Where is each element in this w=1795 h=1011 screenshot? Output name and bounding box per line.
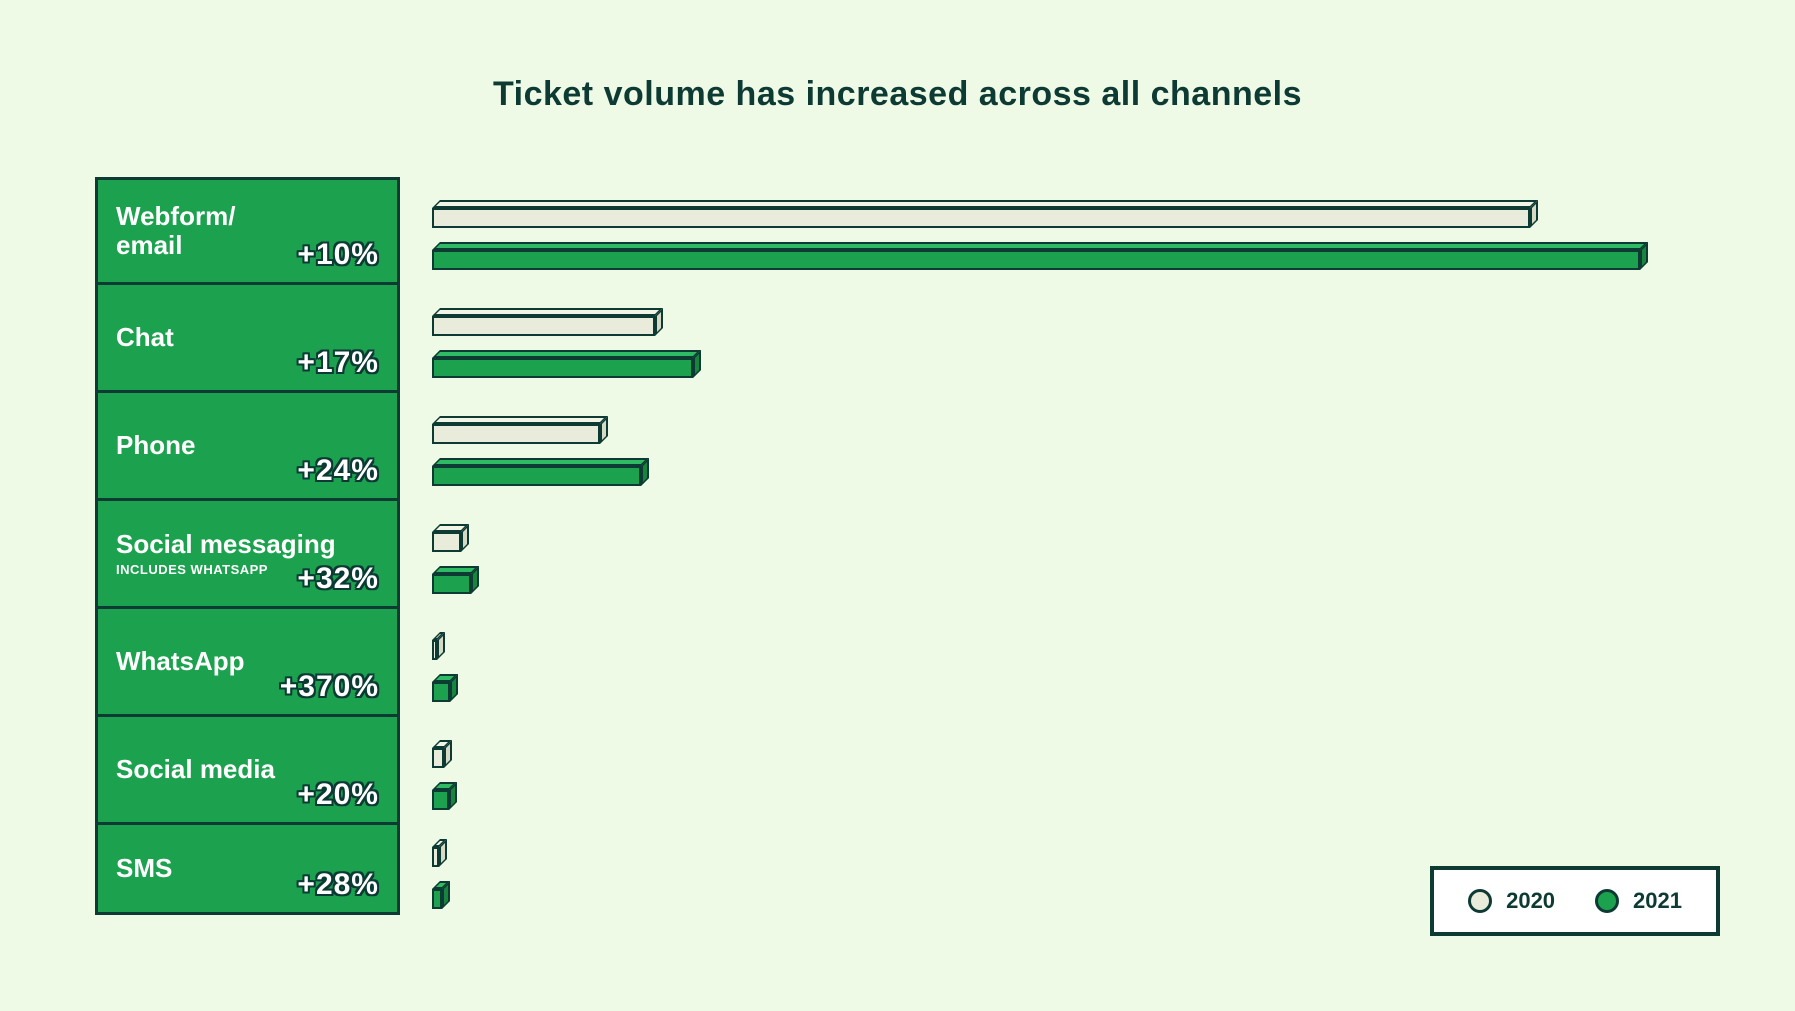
bar-2020 bbox=[432, 532, 461, 552]
bar-2021 bbox=[432, 358, 693, 378]
category-cell: Social media+20% bbox=[95, 717, 400, 825]
bar-row bbox=[432, 501, 1652, 609]
category-cell: Chat+17% bbox=[95, 285, 400, 393]
category-panel: Webform/email+10%Chat+17%Phone+24%Social… bbox=[95, 177, 400, 915]
legend-label-2021: 2021 bbox=[1633, 888, 1682, 914]
category-pct: +28% bbox=[297, 868, 379, 902]
bar-2020 bbox=[432, 748, 444, 768]
legend: 2020 2021 bbox=[1430, 866, 1720, 936]
category-pct: +32% bbox=[297, 562, 379, 596]
bar-row bbox=[432, 285, 1652, 393]
category-cell: SMS+28% bbox=[95, 825, 400, 915]
bar-2020 bbox=[432, 424, 600, 444]
bar-row bbox=[432, 393, 1652, 501]
bar-2021 bbox=[432, 682, 450, 702]
legend-item-2020: 2020 bbox=[1468, 888, 1555, 914]
bar-2020 bbox=[432, 208, 1530, 228]
bar-row bbox=[432, 177, 1652, 285]
bar-2020 bbox=[432, 316, 655, 336]
category-pct: +20% bbox=[297, 778, 379, 812]
category-cell: WhatsApp+370% bbox=[95, 609, 400, 717]
legend-swatch-2020 bbox=[1468, 889, 1492, 913]
category-label: Social messaging bbox=[116, 530, 379, 559]
category-cell: Phone+24% bbox=[95, 393, 400, 501]
bar-row bbox=[432, 609, 1652, 717]
category-pct: +10% bbox=[297, 238, 379, 272]
bar-row bbox=[432, 717, 1652, 825]
category-cell: Webform/email+10% bbox=[95, 177, 400, 285]
chart-title: Ticket volume has increased across all c… bbox=[0, 75, 1795, 114]
category-pct: +24% bbox=[297, 454, 379, 488]
category-cell: Social messagingINCLUDES WHATSAPP+32% bbox=[95, 501, 400, 609]
legend-item-2021: 2021 bbox=[1595, 888, 1682, 914]
category-pct: +17% bbox=[297, 346, 379, 380]
bar-2020 bbox=[432, 847, 439, 867]
bar-2021 bbox=[432, 574, 471, 594]
bar-2020 bbox=[432, 640, 437, 660]
legend-swatch-2021 bbox=[1595, 889, 1619, 913]
chart-canvas: Ticket volume has increased across all c… bbox=[0, 0, 1795, 1011]
bar-2021 bbox=[432, 889, 442, 909]
bar-2021 bbox=[432, 466, 641, 486]
category-pct: +370% bbox=[280, 670, 379, 704]
bar-2021 bbox=[432, 790, 449, 810]
bar-2021 bbox=[432, 250, 1640, 270]
legend-label-2020: 2020 bbox=[1506, 888, 1555, 914]
